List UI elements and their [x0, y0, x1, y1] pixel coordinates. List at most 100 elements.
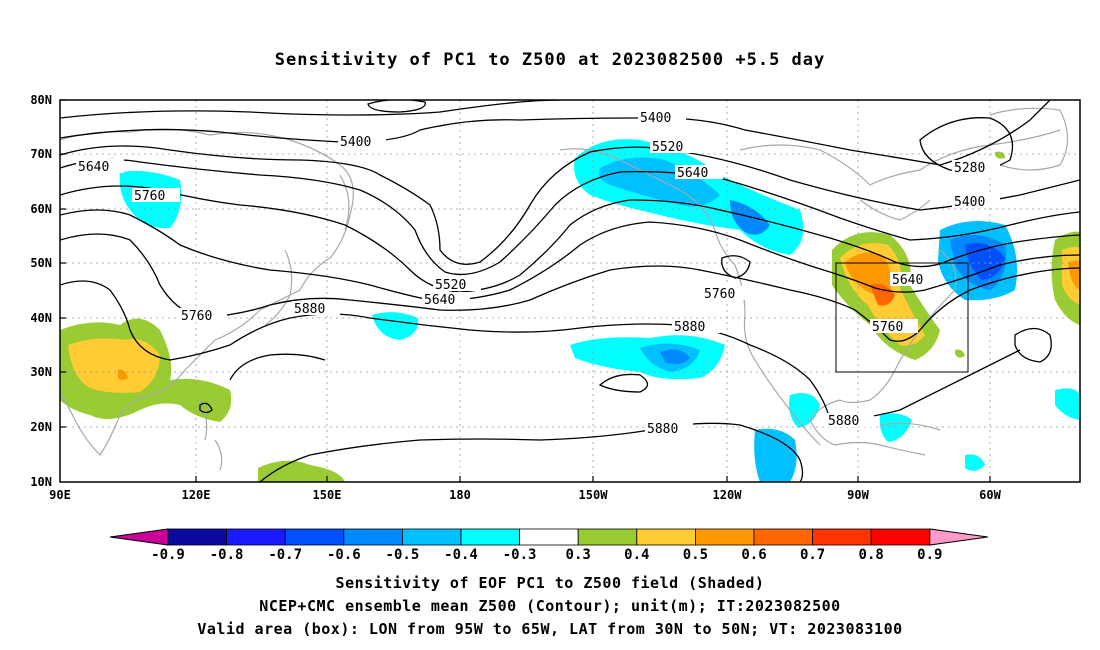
coast-kamchatka — [339, 174, 350, 231]
contour-5640-a — [60, 158, 1080, 276]
shade-neg-alaska-inner — [598, 157, 720, 207]
lat-label: 50N — [30, 256, 52, 270]
lon-label: 180 — [449, 488, 471, 502]
shade-neg-central-america — [754, 428, 797, 482]
contour-label: 5760 — [872, 320, 903, 335]
longitude-labels: 90E 120E 150E 180 150W 120W 90W 60W — [49, 488, 1001, 502]
contour-5880-a — [60, 280, 831, 421]
colorbar-label: 0.7 — [800, 547, 825, 563]
coast-na-east — [839, 249, 957, 404]
contour-small-pac — [199, 402, 213, 414]
lat-label: 60N — [30, 202, 52, 216]
valid-area-box — [835, 262, 969, 373]
contour-label: 5760 — [181, 309, 212, 324]
colorbar-segment — [167, 528, 227, 546]
contour-5520-a — [60, 145, 1080, 265]
colorbar-end-positive — [929, 528, 988, 546]
colorbar-segment — [226, 528, 286, 546]
caption-contour: NCEP+CMC ensemble mean Z500 (Contour); u… — [259, 597, 841, 615]
map-frame — [59, 99, 1081, 483]
colorbar: -0.9 -0.8 -0.7 -0.6 -0.5 -0.4 -0.3 0.3 0.4 0.5 0.6… — [109, 528, 988, 563]
contour-1 — [60, 100, 561, 119]
shade-neg-atl-tropics — [1055, 388, 1080, 420]
colorbar-label: -0.8 — [210, 547, 244, 563]
coast-gulf — [809, 399, 926, 456]
contour-small-ak — [721, 255, 751, 279]
colorbar-segment — [284, 528, 345, 546]
colorbar-segment — [636, 528, 696, 546]
shade-pos-small-2 — [995, 151, 1005, 159]
contour-label: 5880 — [674, 320, 705, 335]
coast-islands — [199, 399, 223, 471]
contour-labels: 5400 5400 5520 5640 5640 5760 5280 5400 … — [76, 110, 1000, 437]
colorbar-segment — [519, 528, 579, 546]
colorbar-label: -0.7 — [268, 547, 302, 563]
contour-small-ring — [1014, 327, 1052, 363]
contour-small-top — [367, 100, 426, 113]
coast-caribbean — [879, 422, 941, 431]
lat-label: 30N — [30, 365, 52, 379]
lon-label: 120W — [713, 488, 743, 502]
contour-label: 5280 — [954, 161, 985, 176]
colorbar-segment — [695, 528, 755, 546]
colorbar-label: -0.6 — [327, 547, 361, 563]
colorbar-label: -0.4 — [444, 547, 478, 563]
lat-label: 10N — [30, 475, 52, 489]
shade-neg-east-pacific-small — [965, 454, 985, 471]
colorbar-label: 0.8 — [859, 547, 884, 563]
colorbar-segment — [460, 528, 520, 546]
coast-na-north — [739, 129, 1061, 186]
contour-5880-b — [229, 353, 326, 381]
contour-5880-d — [259, 422, 804, 482]
colorbar-label: 0.9 — [917, 547, 942, 563]
colorbar-segment — [401, 528, 462, 546]
contour-label: 5520 — [435, 278, 466, 293]
contour-label: 5640 — [677, 166, 708, 181]
contour-label: 5640 — [892, 273, 923, 288]
colorbar-label: -0.5 — [386, 547, 420, 563]
coast-alaska — [559, 148, 736, 266]
shade-neg-mid-pacific — [372, 312, 419, 340]
contour-label: 5880 — [647, 422, 678, 437]
coast-japan — [264, 249, 293, 326]
colorbar-segment — [343, 528, 403, 546]
graticule — [60, 100, 1080, 482]
lat-label: 20N — [30, 420, 52, 434]
caption-shading: Sensitivity of EOF PC1 to Z500 field (Sh… — [335, 574, 765, 592]
shade-neg-east-core — [965, 243, 1005, 280]
coast-asia-south — [60, 369, 186, 456]
coast-na-west — [734, 264, 821, 446]
contour-label: 5760 — [134, 189, 165, 204]
lat-label: 80N — [30, 93, 52, 107]
colorbar-segment — [577, 528, 638, 546]
contour-label: 5520 — [652, 140, 683, 155]
colorbar-segment — [753, 528, 813, 546]
contour-label: 5640 — [424, 293, 455, 308]
lon-label: 90W — [847, 488, 869, 502]
contour-label: 5880 — [828, 414, 859, 429]
contour-5880-c — [598, 373, 649, 393]
caption-valid-area: Valid area (box): LON from 95W to 65W, L… — [197, 620, 903, 638]
coast-greenland — [989, 107, 1069, 171]
shade-pos-india-inner — [68, 338, 160, 393]
colorbar-label: 0.3 — [566, 547, 591, 563]
tick-marks — [60, 99, 991, 482]
colorbar-segment — [812, 528, 872, 546]
colorbar-label: -0.9 — [151, 547, 185, 563]
contour-5760-a — [60, 185, 1080, 293]
shade-pos-pacific-tropics — [258, 460, 345, 482]
contour-label: 5400 — [954, 195, 985, 210]
lat-label: 40N — [30, 311, 52, 325]
shade-neg-caribbean — [879, 413, 912, 442]
shade-neg-pacific-core — [660, 349, 690, 365]
contour-label: 5400 — [340, 135, 371, 150]
z500-contours — [60, 100, 1080, 482]
lat-label: 70N — [30, 147, 52, 161]
shade-pos-us-core — [870, 283, 895, 306]
contour-5640-b — [60, 209, 1080, 301]
contour-5400-a — [60, 100, 1051, 166]
contour-5880-e — [839, 349, 1021, 421]
shade-pos-small-1 — [955, 349, 965, 358]
lon-label: 150W — [579, 488, 609, 502]
